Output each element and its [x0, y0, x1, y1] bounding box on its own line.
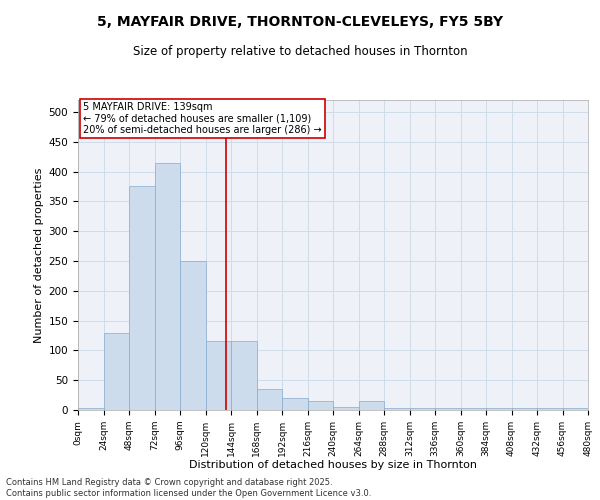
Bar: [78, 408, 104, 410]
Bar: [155, 162, 180, 410]
Text: 5 MAYFAIR DRIVE: 139sqm
← 79% of detached houses are smaller (1,109)
20% of semi: 5 MAYFAIR DRIVE: 139sqm ← 79% of detache…: [83, 102, 322, 134]
Bar: [563, 408, 588, 410]
Bar: [205, 342, 231, 410]
Bar: [461, 408, 486, 410]
Bar: [435, 408, 461, 410]
X-axis label: Distribution of detached houses by size in Thornton: Distribution of detached houses by size …: [189, 460, 477, 470]
Bar: [308, 401, 333, 410]
Bar: [409, 408, 435, 410]
Text: Contains HM Land Registry data © Crown copyright and database right 2025.
Contai: Contains HM Land Registry data © Crown c…: [6, 478, 371, 498]
Bar: [231, 342, 257, 410]
Bar: [384, 408, 409, 410]
Bar: [282, 398, 308, 410]
Text: 5, MAYFAIR DRIVE, THORNTON-CLEVELEYS, FY5 5BY: 5, MAYFAIR DRIVE, THORNTON-CLEVELEYS, FY…: [97, 15, 503, 29]
Bar: [537, 408, 563, 410]
Bar: [257, 389, 282, 410]
Bar: [333, 407, 359, 410]
Bar: [359, 401, 384, 410]
Y-axis label: Number of detached properties: Number of detached properties: [34, 168, 44, 342]
Bar: [486, 408, 511, 410]
Bar: [180, 261, 205, 410]
Bar: [104, 332, 129, 410]
Text: Size of property relative to detached houses in Thornton: Size of property relative to detached ho…: [133, 45, 467, 58]
Bar: [129, 186, 155, 410]
Bar: [511, 408, 537, 410]
